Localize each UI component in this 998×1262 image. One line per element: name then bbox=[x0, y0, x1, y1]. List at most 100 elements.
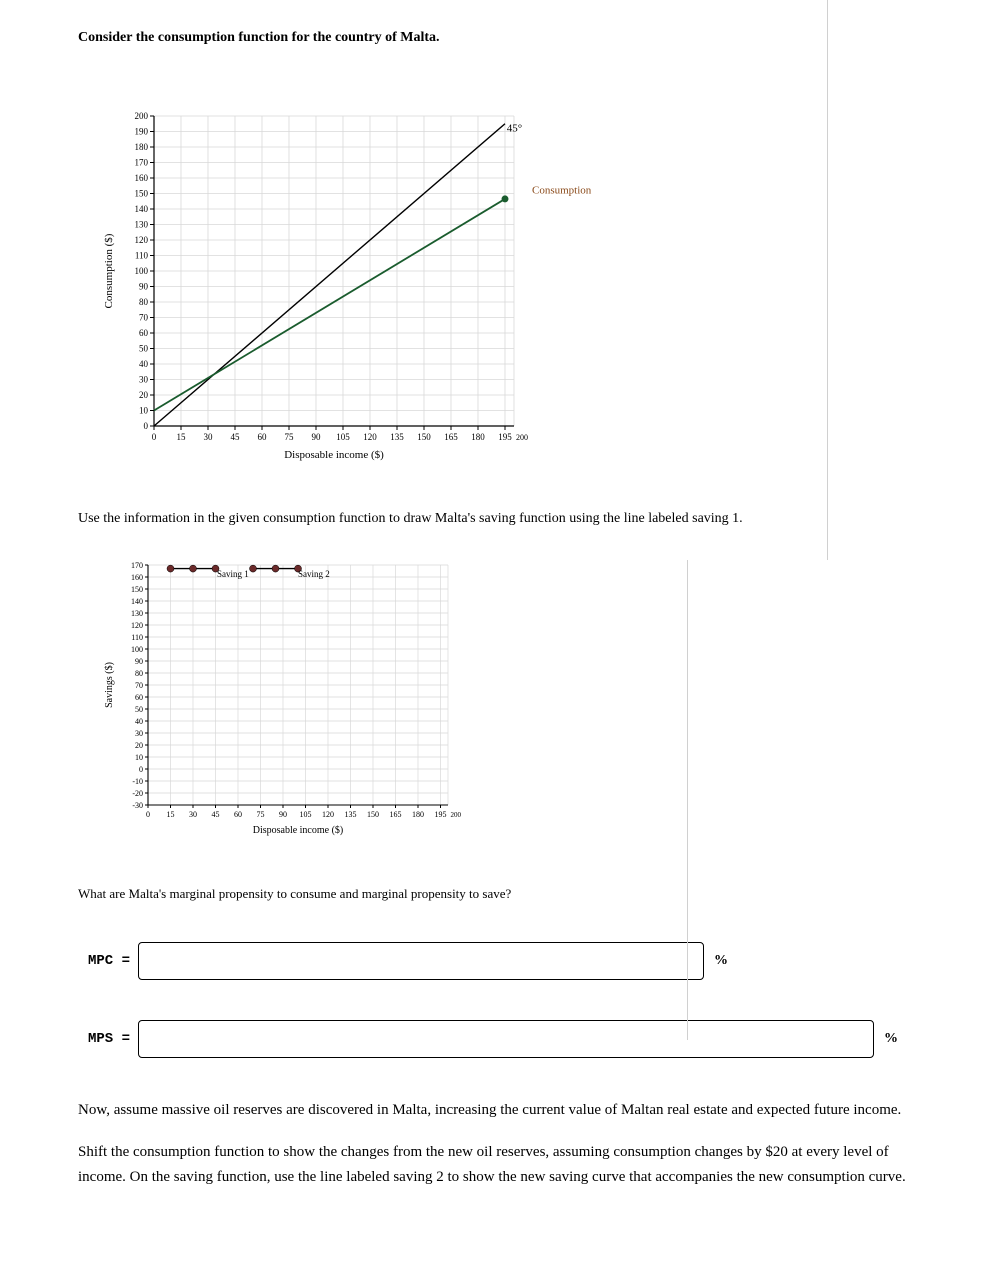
svg-text:60: 60 bbox=[139, 328, 149, 338]
svg-text:Saving 1: Saving 1 bbox=[217, 569, 249, 579]
svg-text:100: 100 bbox=[135, 266, 149, 276]
svg-text:170: 170 bbox=[131, 561, 143, 570]
savings-chart-svg: 0153045607590105120135150165180195200-30… bbox=[98, 557, 488, 841]
svg-text:75: 75 bbox=[285, 432, 295, 442]
svg-text:135: 135 bbox=[345, 810, 357, 819]
svg-text:130: 130 bbox=[135, 220, 149, 230]
svg-text:140: 140 bbox=[131, 597, 143, 606]
mps-suffix: % bbox=[874, 1031, 908, 1047]
svg-text:200: 200 bbox=[451, 811, 462, 819]
intro-text: Consider the consumption function for th… bbox=[78, 30, 920, 46]
svg-text:Saving 2: Saving 2 bbox=[298, 569, 330, 579]
svg-text:-10: -10 bbox=[132, 777, 143, 786]
svg-text:60: 60 bbox=[258, 432, 268, 442]
svg-text:150: 150 bbox=[417, 432, 431, 442]
svg-text:60: 60 bbox=[234, 810, 242, 819]
svg-text:80: 80 bbox=[139, 297, 149, 307]
svg-text:10: 10 bbox=[139, 406, 149, 416]
svg-text:105: 105 bbox=[336, 432, 350, 442]
mps-label: MPS = bbox=[78, 1031, 138, 1047]
svg-text:0: 0 bbox=[144, 421, 149, 431]
svg-text:200: 200 bbox=[135, 111, 149, 121]
svg-text:150: 150 bbox=[131, 585, 143, 594]
svg-text:75: 75 bbox=[257, 810, 265, 819]
svg-text:0: 0 bbox=[152, 432, 157, 442]
svg-text:15: 15 bbox=[167, 810, 175, 819]
svg-text:60: 60 bbox=[135, 693, 143, 702]
svg-text:90: 90 bbox=[135, 657, 143, 666]
paragraph-shift: Shift the consumption function to show t… bbox=[78, 1140, 920, 1191]
svg-text:70: 70 bbox=[139, 313, 149, 323]
svg-text:Consumption ($): Consumption ($) bbox=[103, 233, 115, 308]
svg-text:100: 100 bbox=[131, 645, 143, 654]
svg-text:180: 180 bbox=[471, 432, 485, 442]
svg-text:20: 20 bbox=[139, 390, 149, 400]
svg-text:45°: 45° bbox=[507, 123, 522, 135]
svg-text:30: 30 bbox=[135, 729, 143, 738]
savings-chart: 0153045607590105120135150165180195200-30… bbox=[98, 557, 920, 846]
svg-text:190: 190 bbox=[135, 127, 149, 137]
mpc-label: MPC = bbox=[78, 953, 138, 969]
svg-text:Savings ($): Savings ($) bbox=[104, 662, 115, 708]
svg-text:Consumption: Consumption bbox=[532, 185, 592, 197]
svg-text:165: 165 bbox=[444, 432, 458, 442]
divider-right-2 bbox=[687, 560, 688, 1040]
svg-text:120: 120 bbox=[131, 621, 143, 630]
svg-text:0: 0 bbox=[146, 810, 150, 819]
svg-text:110: 110 bbox=[131, 633, 143, 642]
mpc-suffix: % bbox=[704, 953, 738, 969]
svg-text:120: 120 bbox=[322, 810, 334, 819]
propensity-question: What are Malta's marginal propensity to … bbox=[78, 886, 920, 902]
svg-text:165: 165 bbox=[390, 810, 402, 819]
paragraph-oil: Now, assume massive oil reserves are dis… bbox=[78, 1098, 920, 1124]
svg-text:180: 180 bbox=[412, 810, 424, 819]
svg-text:195: 195 bbox=[435, 810, 447, 819]
svg-text:150: 150 bbox=[135, 189, 149, 199]
svg-text:30: 30 bbox=[204, 432, 214, 442]
svg-text:40: 40 bbox=[135, 717, 143, 726]
page: Consider the consumption function for th… bbox=[0, 0, 998, 1237]
svg-text:160: 160 bbox=[135, 173, 149, 183]
svg-text:40: 40 bbox=[139, 359, 149, 369]
svg-text:30: 30 bbox=[189, 810, 197, 819]
svg-text:160: 160 bbox=[131, 573, 143, 582]
svg-text:15: 15 bbox=[177, 432, 187, 442]
svg-text:90: 90 bbox=[139, 282, 149, 292]
svg-text:105: 105 bbox=[300, 810, 312, 819]
svg-text:45: 45 bbox=[231, 432, 241, 442]
svg-text:0: 0 bbox=[139, 765, 143, 774]
consumption-chart: 0 15 30 45 60 75 90 105 120 135 150 165 180 195 200 0 10… bbox=[98, 106, 920, 471]
mps-row: MPS = % bbox=[78, 1020, 908, 1058]
svg-text:195: 195 bbox=[498, 432, 512, 442]
divider-right-1 bbox=[827, 0, 828, 560]
svg-text:45: 45 bbox=[212, 810, 220, 819]
svg-text:200: 200 bbox=[516, 433, 528, 442]
svg-text:120: 120 bbox=[135, 235, 149, 245]
svg-text:Disposable income ($): Disposable income ($) bbox=[284, 449, 384, 461]
svg-text:Disposable income ($): Disposable income ($) bbox=[253, 825, 344, 836]
consumption-chart-svg: 0 15 30 45 60 75 90 105 120 135 150 165 180 195 200 0 10… bbox=[98, 106, 624, 466]
svg-text:20: 20 bbox=[135, 741, 143, 750]
svg-text:170: 170 bbox=[135, 158, 149, 168]
svg-text:120: 120 bbox=[363, 432, 377, 442]
svg-text:30: 30 bbox=[139, 375, 149, 385]
svg-text:180: 180 bbox=[135, 142, 149, 152]
svg-text:150: 150 bbox=[367, 810, 379, 819]
svg-text:-20: -20 bbox=[132, 789, 143, 798]
mpc-input[interactable] bbox=[138, 942, 704, 980]
mpc-row: MPC = % bbox=[78, 942, 738, 980]
svg-text:110: 110 bbox=[135, 251, 149, 261]
svg-text:90: 90 bbox=[279, 810, 287, 819]
svg-text:50: 50 bbox=[135, 705, 143, 714]
instruction-1: Use the information in the given consump… bbox=[78, 511, 920, 527]
svg-text:80: 80 bbox=[135, 669, 143, 678]
svg-text:70: 70 bbox=[135, 681, 143, 690]
svg-text:-30: -30 bbox=[132, 801, 143, 810]
svg-text:90: 90 bbox=[312, 432, 322, 442]
svg-text:130: 130 bbox=[131, 609, 143, 618]
svg-text:50: 50 bbox=[139, 344, 149, 354]
svg-text:135: 135 bbox=[390, 432, 404, 442]
mps-input[interactable] bbox=[138, 1020, 874, 1058]
svg-text:140: 140 bbox=[135, 204, 149, 214]
svg-text:10: 10 bbox=[135, 753, 143, 762]
